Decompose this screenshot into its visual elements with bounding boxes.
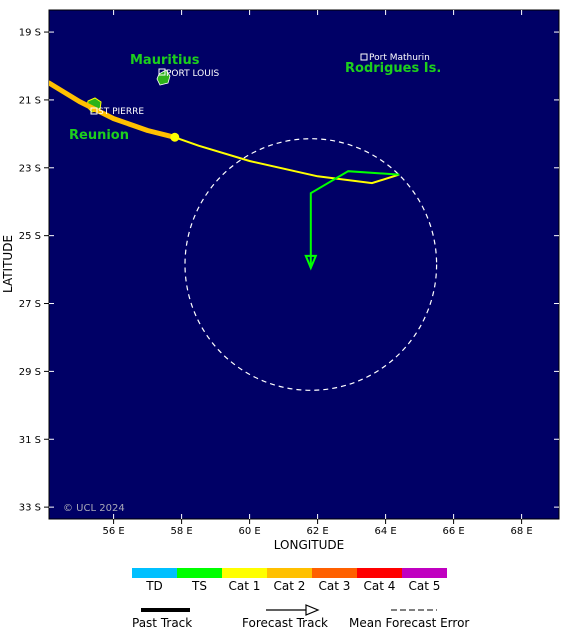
y-tick-label: 29 S — [19, 367, 41, 378]
legend-label-td: TD — [145, 579, 163, 593]
legend-label-cat-3: Cat 3 — [319, 579, 351, 593]
legend-label-cat-2: Cat 2 — [274, 579, 306, 593]
copyright-text: © UCL 2024 — [63, 503, 125, 514]
legend-swatch-cat-3 — [312, 568, 357, 578]
mauritius-island — [156, 69, 171, 86]
port-louis-label: PORT LOUIS — [166, 69, 219, 79]
legend-swatch-cat-4 — [357, 568, 402, 578]
mauritius-label: Mauritius — [130, 53, 200, 68]
y-tick-label: 25 S — [19, 231, 41, 242]
st-pierre-marker-icon — [90, 107, 98, 115]
forecast-track-legend-label: Forecast Track — [242, 616, 328, 630]
y-tick-label: 19 S — [19, 28, 41, 39]
x-tick-label: 62 E — [306, 526, 328, 537]
port-louis-marker-icon — [158, 68, 166, 76]
x-tick-label: 66 E — [442, 526, 464, 537]
y-tick-label: 27 S — [19, 299, 41, 310]
past-track-line — [49, 80, 178, 140]
legend-swatch-cat-5 — [402, 568, 447, 578]
mean-error-legend-label: Mean Forecast Error — [349, 616, 469, 630]
x-tick-label: 58 E — [170, 526, 192, 537]
legend-label-cat-4: Cat 4 — [364, 579, 396, 593]
legend-swatch-cat-2 — [267, 568, 312, 578]
x-tick-label: 60 E — [238, 526, 260, 537]
intensity-scale-legend: TD TS Cat 1 Cat 2 Cat 3 Cat 4 Cat 5 — [132, 568, 447, 593]
x-axis-ticks: 56 E 58 E 60 E 62 E 64 E 66 E 68 E — [102, 10, 533, 537]
y-tick-label: 21 S — [19, 95, 41, 106]
ocean-background — [48, 9, 560, 520]
y-tick-label: 23 S — [19, 163, 41, 174]
legend-label-cat-5: Cat 5 — [409, 579, 441, 593]
past-track-legend-label: Past Track — [132, 616, 192, 630]
legend-swatch-td — [132, 568, 177, 578]
forecast-arrowhead-icon — [304, 254, 318, 271]
legend-swatch-ts — [177, 568, 222, 578]
forecast-track-legend-arrow-icon — [305, 604, 320, 616]
y-tick-label: 31 S — [19, 435, 41, 446]
legend-label-cat-1: Cat 1 — [229, 579, 261, 593]
current-position-marker — [170, 132, 180, 142]
y-axis-title: LATITUDE — [1, 235, 15, 293]
x-tick-label: 56 E — [102, 526, 124, 537]
legend-swatch-cat-1 — [222, 568, 267, 578]
forecast-track-ts-line — [309, 170, 400, 268]
x-tick-label: 68 E — [510, 526, 532, 537]
legend-label-ts: TS — [191, 579, 207, 593]
forecast-track-cat1-line — [174, 136, 400, 185]
port-mathurin-label: Port Mathurin — [369, 53, 430, 63]
reunion-label: Reunion — [69, 128, 129, 143]
mean-forecast-error-circle — [184, 138, 438, 391]
x-tick-label: 64 E — [374, 526, 396, 537]
y-tick-label: 33 S — [19, 503, 41, 514]
rodrigues-label: Rodrigues Is. — [345, 61, 441, 76]
y-axis-ticks: 19 S 21 S 23 S 25 S 27 S 29 S 31 S 33 S — [19, 28, 559, 514]
track-type-legend: Past Track Forecast Track Mean Forecast … — [132, 604, 469, 630]
st-pierre-label: ST PIERRE — [98, 107, 144, 117]
port-mathurin-marker-icon — [360, 53, 368, 61]
x-axis-title: LONGITUDE — [274, 538, 344, 552]
